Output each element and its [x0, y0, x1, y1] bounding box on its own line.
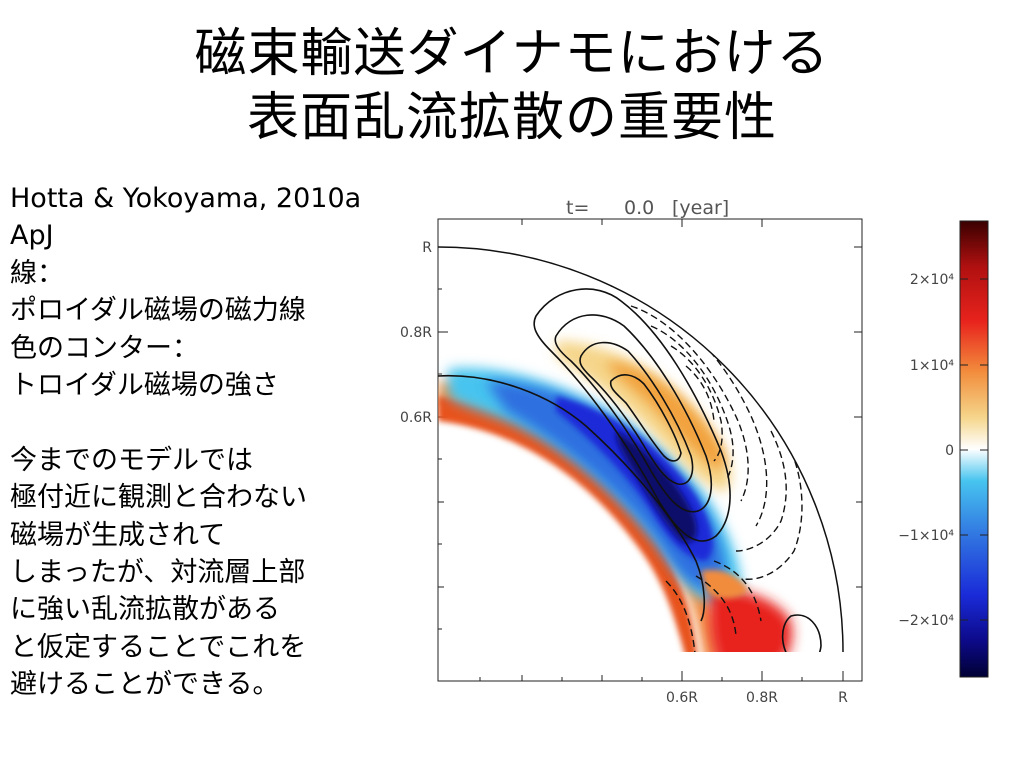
- body-line: に強い乱流拡散がある: [10, 594, 280, 626]
- colorbar-ticks: [960, 278, 988, 621]
- body-line: 極付近に観測と合わない: [10, 482, 307, 514]
- body-line: トロイダル磁場の強さ: [10, 369, 279, 401]
- body-line: 色のコンター：: [10, 332, 199, 364]
- slide-title: 磁束輸送ダイナモにおける 表面乱流拡散の重要性: [0, 22, 1024, 150]
- time-unit: [year]: [672, 197, 729, 219]
- colorbar-tick-label: −1×10⁴: [898, 528, 954, 544]
- y-tick-label: 0.8R: [400, 325, 432, 341]
- colorbar-tick-label: 1×10⁴: [910, 358, 954, 374]
- figure-svg: t= 0.0 [year] R 0.8R 0.6R: [400, 197, 989, 706]
- title-line-2: 表面乱流拡散の重要性: [246, 88, 777, 148]
- body-line: 磁場が生成されて: [10, 519, 226, 551]
- title-line-1: 磁束輸送ダイナモにおける: [194, 24, 830, 84]
- time-label: t=: [566, 197, 589, 219]
- x-tick-label: 0.8R: [746, 690, 778, 706]
- journal-line: ApJ: [10, 220, 54, 252]
- colorbar-tick-label: 0: [945, 443, 954, 459]
- colorbar-tick-label: −2×10⁴: [898, 613, 954, 629]
- y-tick-label: 0.6R: [400, 410, 432, 426]
- body-line: 避けることができる。: [10, 669, 280, 701]
- body-line: 今までのモデルでは: [10, 444, 253, 476]
- blank-line: [10, 404, 372, 441]
- y-tick-label: R: [422, 240, 432, 256]
- toroidal-field-contours: [438, 341, 793, 652]
- dynamo-simulation-figure: t= 0.0 [year] R 0.8R 0.6R: [376, 191, 1024, 712]
- x-tick-label: 0.6R: [666, 690, 698, 706]
- solar-surface-line: [437, 246, 844, 653]
- body-line: しまったが、対流層上部: [10, 556, 306, 588]
- body-line: 線：: [10, 257, 64, 289]
- body-line: と仮定することでこれを: [10, 631, 307, 663]
- plot-frame: [437, 218, 863, 682]
- colorbar: [959, 220, 989, 678]
- body-line: ポロイダル磁場の磁力線: [10, 295, 306, 327]
- description-text: Hotta & Yokoyama, 2010a ApJ 線： ポロイダル磁場の磁…: [10, 180, 372, 703]
- citation-line: Hotta & Yokoyama, 2010a: [10, 183, 362, 214]
- plot-ticks: [438, 219, 862, 681]
- time-value: 0.0: [624, 197, 654, 219]
- poloidal-field-lines: [438, 288, 822, 652]
- x-tick-label: R: [838, 690, 848, 706]
- colorbar-tick-label: 2×10⁴: [910, 272, 954, 288]
